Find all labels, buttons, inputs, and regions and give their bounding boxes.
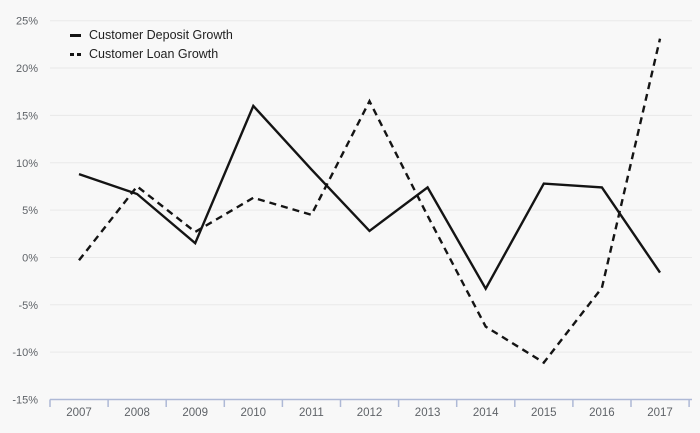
y-axis-label: 10%	[16, 158, 38, 170]
legend-label-deposit: Customer Deposit Growth	[89, 28, 233, 42]
dashed-line-swatch-icon	[70, 52, 81, 56]
y-axis-label: -10%	[12, 347, 38, 359]
x-axis-label: 2011	[299, 407, 324, 419]
y-axis-label: 20%	[16, 63, 38, 75]
solid-line-swatch-icon	[70, 33, 81, 37]
x-axis-label: 2010	[241, 407, 267, 419]
deposit-growth-line	[78, 103, 661, 292]
x-axis-label: 2012	[357, 407, 383, 419]
y-axis-label: 25%	[16, 16, 38, 28]
x-axis-label: 2008	[124, 407, 150, 419]
x-axis-label: 2007	[66, 407, 92, 419]
legend-label-loan: Customer Loan Growth	[89, 47, 219, 61]
x-axis-label: 2017	[647, 407, 673, 419]
x-axis-label: 2016	[589, 407, 615, 419]
y-axis-label: -15%	[12, 395, 38, 407]
x-axis-label: 2009	[182, 407, 208, 419]
y-axis-label: -5%	[18, 300, 38, 312]
y-axis-label: 0%	[22, 252, 38, 264]
x-axis-label: 2014	[473, 407, 499, 419]
x-axis-label: 2015	[531, 407, 557, 419]
chart-legend: Customer Deposit Growth Customer Loan Gr…	[70, 27, 233, 62]
y-axis-label: 5%	[22, 205, 38, 217]
legend-item-deposit: Customer Deposit Growth	[70, 27, 233, 43]
x-axis-label: 2013	[415, 407, 441, 419]
loan-growth-line	[78, 38, 662, 365]
legend-item-loan: Customer Loan Growth	[70, 46, 233, 62]
y-axis-label: 15%	[16, 110, 38, 122]
